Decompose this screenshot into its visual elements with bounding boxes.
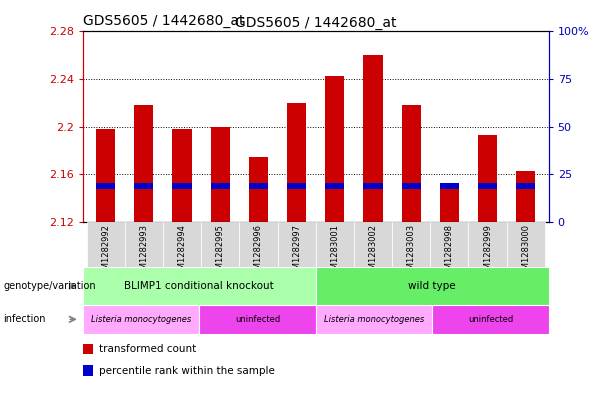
Bar	[516, 183, 535, 189]
Bar	[96, 183, 115, 189]
Bar	[134, 105, 153, 222]
Text: Listeria monocytogenes: Listeria monocytogenes	[324, 315, 424, 324]
Bar	[134, 183, 153, 189]
Text: GSM1283000: GSM1283000	[521, 224, 530, 280]
Bar	[516, 171, 535, 222]
Bar	[239, 222, 278, 267]
Bar	[402, 183, 421, 189]
Bar	[468, 222, 506, 267]
Text: infection: infection	[3, 314, 45, 324]
Bar	[249, 156, 268, 222]
Text: GSM1283003: GSM1283003	[406, 224, 416, 281]
Bar	[83, 267, 316, 305]
Bar	[278, 222, 316, 267]
Bar	[249, 183, 268, 189]
Text: GSM1282998: GSM1282998	[445, 224, 454, 280]
Text: uninfected: uninfected	[468, 315, 513, 324]
Text: GSM1282999: GSM1282999	[483, 224, 492, 280]
Text: GSM1282993: GSM1282993	[139, 224, 148, 280]
Bar	[478, 135, 497, 222]
Bar	[199, 305, 316, 334]
Bar	[287, 183, 306, 189]
Bar	[326, 183, 345, 189]
Bar	[364, 55, 383, 222]
Bar	[96, 129, 115, 222]
Bar	[440, 183, 459, 189]
Bar	[316, 222, 354, 267]
Text: transformed count: transformed count	[99, 344, 196, 354]
Bar	[125, 222, 163, 267]
Text: percentile rank within the sample: percentile rank within the sample	[99, 365, 275, 376]
Text: BLIMP1 conditional knockout: BLIMP1 conditional knockout	[124, 281, 274, 291]
Bar	[86, 222, 125, 267]
Bar	[172, 129, 192, 222]
Bar	[478, 183, 497, 189]
Bar	[287, 103, 306, 222]
Bar	[172, 183, 192, 189]
Text: GSM1282996: GSM1282996	[254, 224, 263, 280]
Bar	[402, 105, 421, 222]
Bar	[211, 127, 230, 222]
Bar	[440, 184, 459, 222]
Text: GSM1282995: GSM1282995	[216, 224, 225, 280]
Bar	[211, 183, 230, 189]
Text: Listeria monocytogenes: Listeria monocytogenes	[91, 315, 191, 324]
Bar	[506, 222, 545, 267]
Text: GDS5605 / 1442680_at: GDS5605 / 1442680_at	[83, 14, 244, 28]
Text: uninfected: uninfected	[235, 315, 280, 324]
Text: GSM1282994: GSM1282994	[178, 224, 186, 280]
Bar	[83, 305, 199, 334]
Bar	[364, 183, 383, 189]
Bar	[83, 344, 93, 354]
Text: GSM1283002: GSM1283002	[368, 224, 378, 280]
Bar	[326, 75, 345, 222]
Bar	[430, 222, 468, 267]
Text: genotype/variation: genotype/variation	[3, 281, 96, 291]
Bar	[83, 365, 93, 376]
Text: GDS5605 / 1442680_at: GDS5605 / 1442680_at	[235, 16, 397, 30]
Bar	[392, 222, 430, 267]
Bar	[163, 222, 201, 267]
Bar	[316, 267, 549, 305]
Bar	[354, 222, 392, 267]
Bar	[201, 222, 239, 267]
Text: GSM1282997: GSM1282997	[292, 224, 301, 280]
Text: GSM1283001: GSM1283001	[330, 224, 339, 280]
Text: GSM1282992: GSM1282992	[101, 224, 110, 280]
Text: wild type: wild type	[408, 281, 456, 291]
Bar	[432, 305, 549, 334]
Bar	[316, 305, 432, 334]
